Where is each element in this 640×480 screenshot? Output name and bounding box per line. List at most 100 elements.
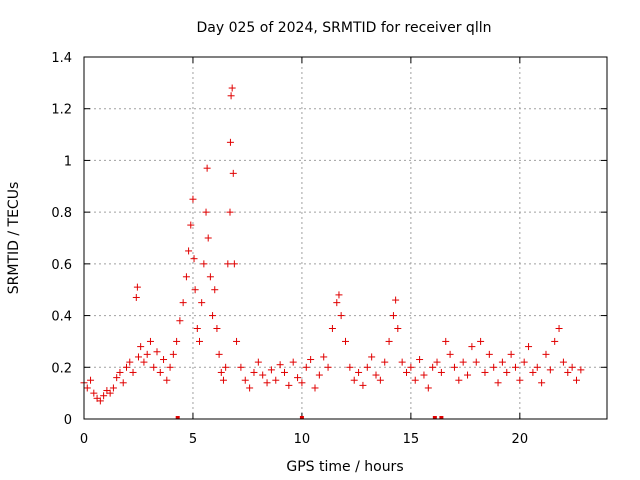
data-point: [280, 368, 288, 376]
data-point: [529, 368, 537, 376]
data-point: [311, 384, 319, 392]
data-point: [350, 376, 358, 384]
data-point: [230, 260, 238, 268]
data-point: [398, 358, 406, 366]
x-tick-label: 15: [403, 432, 420, 447]
data-point: [407, 363, 415, 371]
data-point: [294, 374, 302, 382]
data-point: [189, 195, 197, 203]
data-point: [411, 376, 419, 384]
data-point: [217, 368, 225, 376]
data-point: [538, 379, 546, 387]
data-point: [403, 368, 411, 376]
x-axis-label: GPS time / hours: [286, 459, 403, 475]
data-point: [119, 379, 127, 387]
data-point: [468, 343, 476, 351]
data-point: [215, 350, 223, 358]
y-tick-label: 0.2: [51, 361, 72, 376]
data-point: [153, 348, 161, 356]
data-point: [267, 366, 275, 374]
data-point: [276, 361, 284, 369]
data-point: [289, 358, 297, 366]
data-point: [455, 376, 463, 384]
data-point: [241, 376, 249, 384]
data-point: [498, 358, 506, 366]
data-point-zero: [432, 416, 437, 419]
data-point: [551, 337, 559, 345]
data-point: [126, 358, 134, 366]
data-point: [179, 299, 187, 307]
y-tick-label: 1: [64, 154, 72, 169]
data-point: [191, 286, 199, 294]
data-point: [116, 368, 124, 376]
data-point: [169, 350, 177, 358]
data-point: [211, 286, 219, 294]
data-point: [173, 337, 181, 345]
data-point: [355, 368, 363, 376]
data-point: [272, 376, 280, 384]
plot-frame: [83, 56, 608, 420]
data-point: [511, 363, 519, 371]
x-tick-label: 0: [80, 432, 88, 447]
data-point: [204, 234, 212, 242]
data-point: [137, 343, 145, 351]
data-point: [424, 384, 432, 392]
data-point: [372, 371, 380, 379]
data-point: [187, 221, 195, 229]
data-point: [392, 296, 400, 304]
data-point: [190, 255, 198, 263]
data-point: [106, 389, 114, 397]
data-point: [146, 337, 154, 345]
data-point: [109, 384, 117, 392]
grid: [84, 57, 607, 419]
data-point: [129, 368, 137, 376]
data-point: [113, 374, 121, 382]
data-point: [324, 363, 332, 371]
data-point: [176, 317, 184, 325]
data-point: [166, 363, 174, 371]
data-point: [200, 260, 208, 268]
data-point: [224, 260, 232, 268]
data-point: [533, 363, 541, 371]
data-point: [219, 376, 227, 384]
data-point: [83, 384, 91, 392]
data-point-zero: [439, 416, 444, 419]
data-point: [198, 299, 206, 307]
data-point: [202, 208, 210, 216]
data-point-zero: [299, 416, 304, 419]
data-point: [185, 247, 193, 255]
data-point: [100, 392, 108, 400]
data-point: [376, 376, 384, 384]
data-point: [503, 368, 511, 376]
data-point: [342, 337, 349, 345]
data-point: [568, 363, 576, 371]
data-point: [87, 376, 95, 384]
data-point: [229, 169, 237, 177]
data-point: [206, 273, 214, 281]
data-point: [96, 397, 104, 405]
data-point: [122, 363, 130, 371]
data-point: [209, 312, 217, 320]
data-point: [140, 358, 148, 366]
y-tick-label: 1.4: [51, 51, 72, 66]
data-point: [381, 358, 389, 366]
data-point: [254, 358, 262, 366]
data-point: [320, 353, 328, 361]
data-point: [555, 325, 563, 332]
data-point: [328, 325, 336, 332]
y-tick-label: 1.2: [51, 103, 72, 118]
data-point: [228, 84, 236, 92]
data-point: [222, 363, 230, 371]
data-point: [485, 350, 493, 358]
x-tick-label: 10: [294, 432, 311, 447]
data-point: [368, 353, 376, 361]
data-point: [385, 337, 393, 345]
data-point: [546, 366, 554, 374]
data-point: [143, 350, 151, 358]
data-point: [160, 356, 168, 364]
x-tick-label: 20: [512, 432, 529, 447]
data-point: [150, 363, 158, 371]
data-point: [233, 337, 241, 345]
data-point: [346, 363, 354, 371]
data-point: [213, 325, 221, 332]
